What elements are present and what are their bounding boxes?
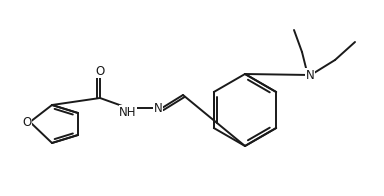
Text: N: N — [154, 102, 162, 114]
Text: O: O — [95, 64, 104, 77]
Text: N: N — [306, 68, 314, 82]
Text: NH: NH — [119, 105, 137, 119]
Text: O: O — [22, 115, 31, 129]
